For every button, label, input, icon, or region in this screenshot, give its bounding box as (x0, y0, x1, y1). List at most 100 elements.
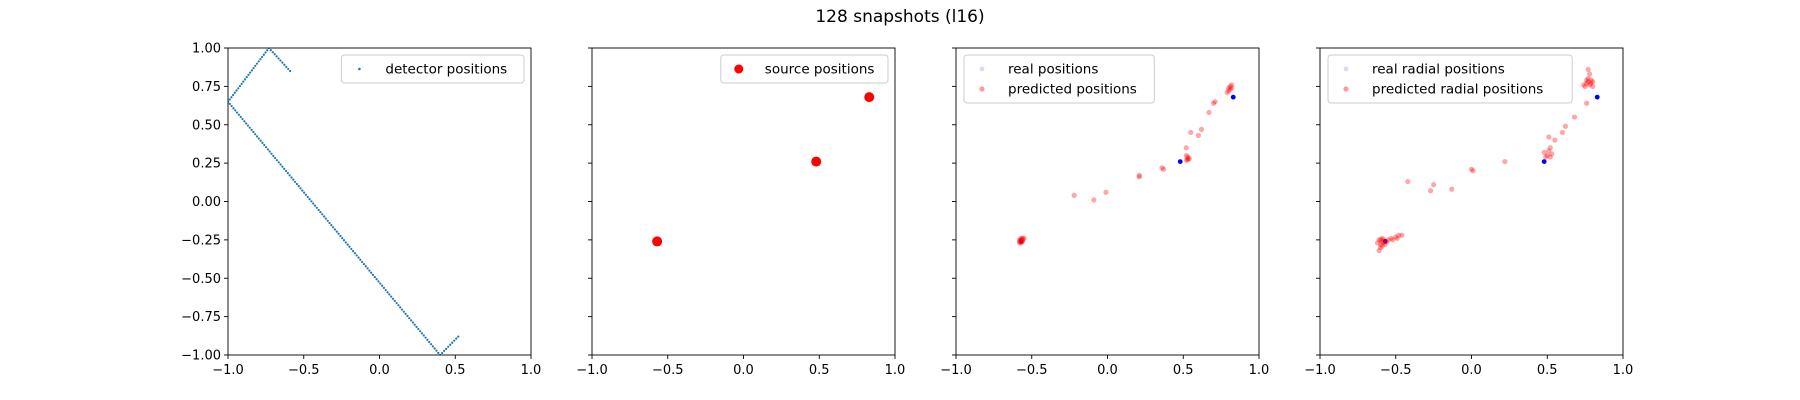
data-point (277, 161, 280, 164)
data-point (247, 73, 250, 76)
data-point (268, 150, 271, 153)
legend: source positions (720, 54, 889, 84)
data-point (250, 69, 253, 72)
data-point (232, 93, 235, 97)
data-point (1381, 240, 1387, 246)
data-point (288, 174, 291, 177)
data-point (269, 48, 272, 52)
data-point (266, 49, 269, 52)
data-point (420, 332, 424, 335)
data-point (237, 87, 240, 90)
data-point (1449, 186, 1455, 192)
data-point (1229, 85, 1235, 91)
data-point (1585, 66, 1591, 73)
x-tick-label: 0.5 (1537, 363, 1558, 378)
data-point (353, 252, 356, 255)
data-point (419, 330, 422, 333)
data-point (1384, 238, 1390, 245)
data-point (1227, 83, 1233, 89)
legend-label: detector positions (385, 62, 507, 78)
data-point (333, 228, 337, 231)
data-point (1379, 243, 1385, 249)
data-point (1381, 237, 1387, 243)
data-point (241, 117, 244, 121)
data-point (1185, 157, 1191, 163)
legend-marker (1343, 66, 1349, 72)
data-point (1585, 76, 1591, 82)
data-point (445, 347, 448, 350)
data-point (341, 237, 344, 240)
data-point (1562, 123, 1569, 129)
data-point (1376, 237, 1382, 243)
data-point (1183, 152, 1189, 159)
data-point (1502, 158, 1508, 165)
data-point (411, 321, 415, 324)
data-point (228, 98, 231, 101)
data-point (275, 159, 279, 162)
data-point (286, 172, 289, 175)
data-point (1393, 234, 1399, 240)
data-point (270, 152, 273, 155)
data-point (1468, 166, 1475, 172)
data-point (332, 226, 335, 229)
data-point (1382, 241, 1388, 248)
legend-marker (1343, 86, 1349, 92)
data-point (262, 53, 265, 56)
data-point (339, 234, 342, 238)
data-point (264, 146, 268, 149)
data-point (283, 167, 286, 170)
legend-box (1327, 54, 1573, 104)
data-point (1390, 237, 1396, 243)
data-point (326, 219, 329, 222)
x-tick-label: 1.0 (885, 363, 906, 378)
data-point (252, 130, 255, 134)
legend-marker (358, 67, 361, 71)
data-point (308, 198, 311, 201)
data-point (435, 349, 438, 352)
data-point (254, 64, 257, 68)
data-point (1136, 174, 1142, 180)
data-point (1018, 237, 1024, 243)
data-point (652, 236, 663, 247)
data-point (391, 297, 395, 300)
data-point (324, 217, 327, 220)
data-point (1543, 154, 1549, 160)
data-point (424, 336, 427, 339)
y-tick-label: 1.00 (192, 42, 221, 57)
data-point (1385, 237, 1391, 243)
data-point (377, 280, 380, 283)
data-point (313, 204, 317, 207)
data-point (310, 200, 313, 203)
data-point (1136, 172, 1142, 178)
data-point (1378, 241, 1384, 248)
data-point (368, 269, 371, 272)
data-point (287, 67, 290, 71)
x-tick-label: 0.5 (809, 363, 830, 378)
data-point (451, 341, 454, 344)
data-point (1017, 240, 1023, 246)
data-point (1210, 100, 1217, 106)
data-point (380, 284, 384, 287)
x-tick-label: −1.0 (940, 363, 972, 378)
data-point (386, 291, 389, 294)
data-point (275, 55, 278, 58)
data-point (1376, 248, 1382, 254)
data-point (1185, 155, 1191, 162)
data-point (384, 288, 387, 292)
data-point (1552, 137, 1558, 143)
data-point (248, 126, 251, 129)
data-point (1584, 77, 1590, 83)
series-2 (1017, 82, 1235, 246)
data-point (366, 267, 369, 270)
data-point (321, 213, 324, 216)
data-point (1549, 151, 1555, 157)
data-point (413, 323, 416, 326)
data-point (255, 135, 259, 138)
y-tick-label: −0.75 (181, 310, 221, 325)
x-tick-label: −0.5 (1016, 363, 1048, 378)
data-point (257, 60, 260, 63)
data-point (342, 239, 346, 242)
series-1 (1018, 94, 1236, 244)
data-point (344, 241, 347, 244)
data-point (245, 76, 248, 79)
